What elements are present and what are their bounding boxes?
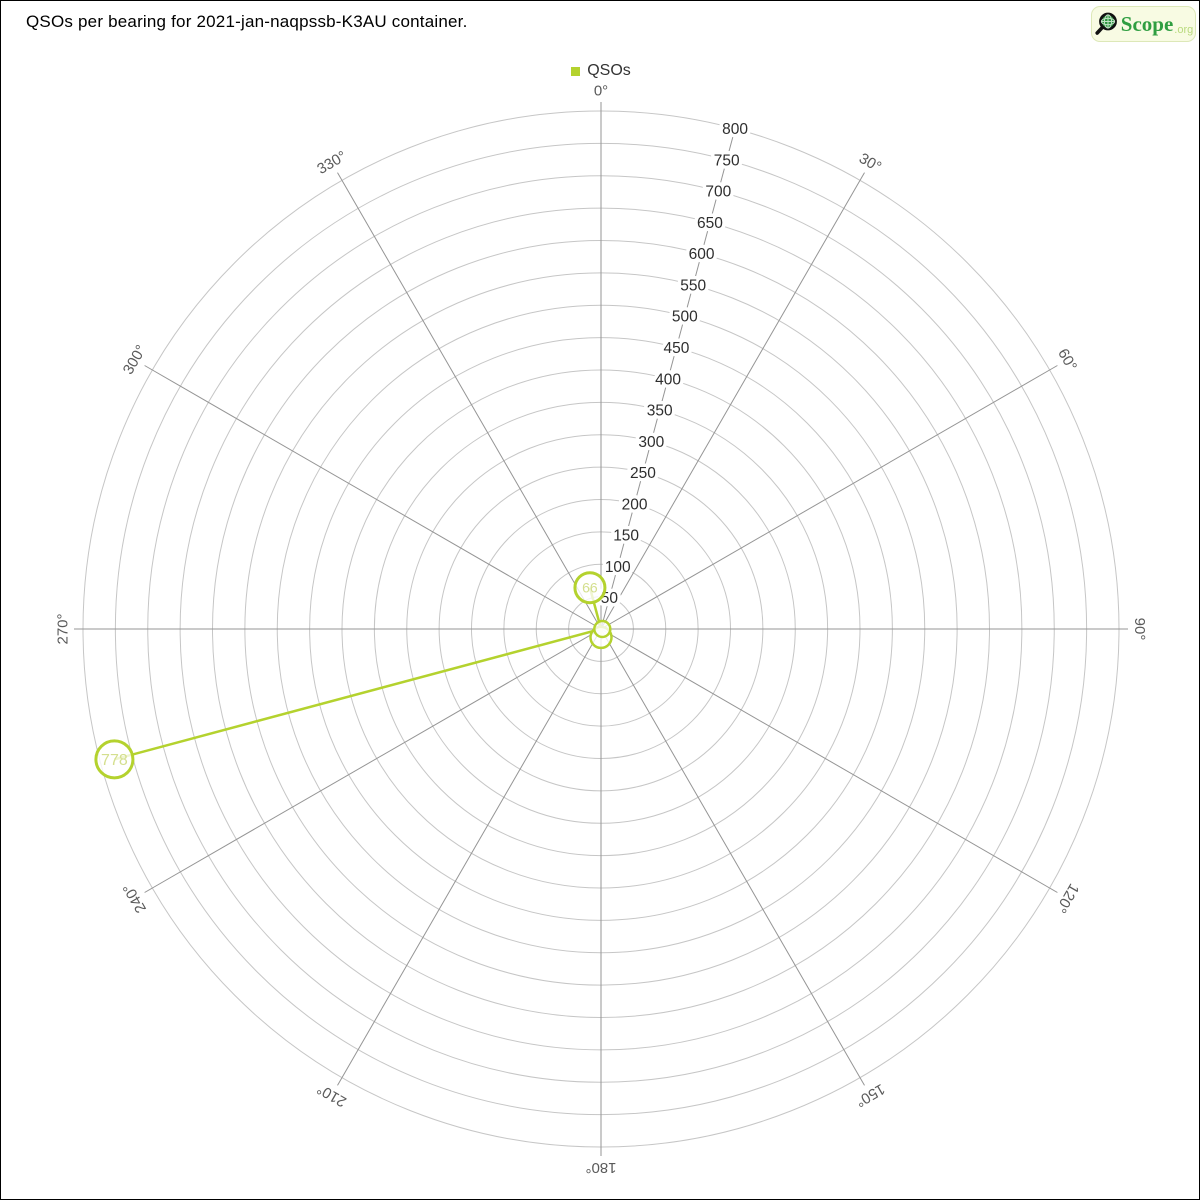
bearing-tick-60	[1049, 365, 1058, 371]
bearing-tick-30	[859, 172, 865, 181]
radial-axis-label-250: 250	[630, 465, 656, 482]
magnifier-globe-icon	[1095, 12, 1117, 35]
logo-suffix: .org	[1174, 24, 1194, 36]
radial-axis-label-650: 650	[697, 215, 723, 232]
qso-bubble[interactable]	[94, 739, 135, 780]
qso-bubble[interactable]	[573, 571, 607, 605]
bearing-tick-120	[1049, 887, 1058, 893]
radial-axis-label-100: 100	[605, 559, 631, 576]
bearing-label-300: 300°	[120, 342, 150, 377]
bearing-label-60: 60°	[1054, 346, 1080, 374]
bearing-label-30: 30°	[856, 150, 884, 176]
bubble-stem	[114, 627, 602, 761]
radial-axis-label-750: 750	[714, 152, 740, 169]
bearing-label-330: 330°	[314, 148, 349, 178]
bearing-label-120: 120°	[1052, 880, 1082, 915]
grid-spoke-330	[341, 180, 602, 630]
bearing-tick-240	[144, 887, 153, 893]
radial-axis-label-700: 700	[705, 184, 731, 201]
bearing-tick-150	[859, 1077, 865, 1086]
grid-spoke-210	[341, 628, 602, 1078]
logo-text: Scope	[1120, 11, 1174, 36]
qso-bubble-label: 778	[101, 752, 128, 769]
bearing-label-240: 240°	[120, 880, 150, 915]
chart-title: QSOs per bearing for 2021-jan-naqpssb-K3…	[26, 12, 468, 31]
radial-axis-line	[600, 128, 736, 630]
bearing-label-90: 90°	[1131, 618, 1148, 641]
qso-bubble[interactable]	[593, 619, 612, 639]
grid-spoke-60	[600, 369, 1050, 630]
bearing-label-210: 210°	[314, 1080, 349, 1110]
bearing-tick-210	[337, 1077, 343, 1086]
legend-swatch	[571, 66, 581, 76]
qscope-logo[interactable]: Scope .org	[1091, 6, 1196, 42]
radial-axis-label-550: 550	[680, 277, 706, 294]
radial-axis-label-350: 350	[647, 403, 673, 420]
bearing-label-180: 180°	[585, 1159, 616, 1176]
radial-axis-label-450: 450	[663, 340, 689, 357]
grid-spoke-150	[600, 628, 861, 1078]
radial-axis-label-400: 400	[655, 371, 681, 388]
radial-axis-label-300: 300	[638, 434, 664, 451]
legend-label: QSOs	[587, 62, 631, 79]
bearing-label-270: 270°	[54, 613, 71, 644]
radial-axis-label-150: 150	[613, 528, 639, 545]
radial-axis-label-200: 200	[622, 496, 648, 513]
grid-spoke-30	[600, 180, 861, 630]
bearing-tick-300	[144, 365, 153, 371]
radial-axis-label-800: 800	[722, 121, 748, 138]
bearing-tick-330	[337, 172, 343, 181]
grid-spoke-240	[152, 628, 602, 889]
radial-axis-label-600: 600	[689, 246, 715, 263]
legend-item-qsos[interactable]: QSOs	[571, 62, 631, 80]
grid-spoke-120	[600, 628, 1050, 889]
radial-axis-label-500: 500	[672, 309, 698, 326]
grid-spoke-300	[152, 369, 602, 630]
bearing-label-0: 0°	[594, 82, 608, 99]
bearing-label-150: 150°	[852, 1080, 887, 1110]
qso-bubble-label: 66	[582, 580, 598, 596]
legend: QSOs	[1, 62, 1199, 80]
